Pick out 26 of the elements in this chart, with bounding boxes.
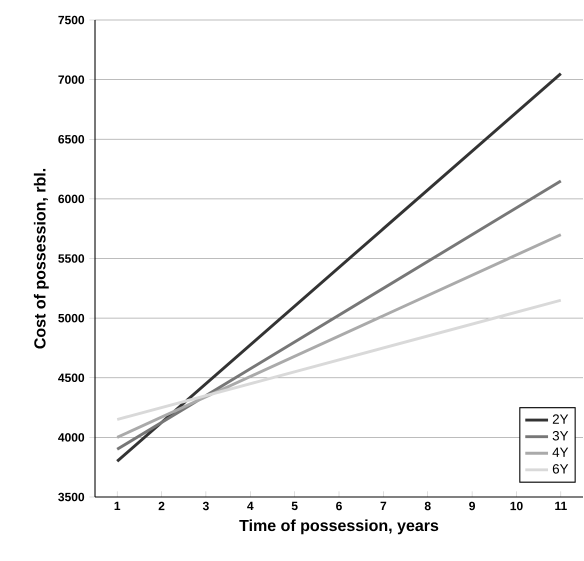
x-tick-label: 1 [114,502,120,510]
x-tick-label: 5 [292,502,298,510]
y-tick-label: 6500 [58,135,84,144]
y-tick-label: 5000 [58,314,84,322]
legend-label: 4Y [552,448,568,457]
y-tick-label: 6000 [58,194,84,204]
y-tick-label: 7000 [58,75,84,84]
y-tick-label: 7500 [58,16,84,24]
y-axis-title: Cost of possession, rbl. [34,168,49,349]
y-tick-label: 4000 [58,433,84,442]
legend-label: 6Y [552,464,568,474]
x-axis-title: Time of possession, years [239,519,438,534]
x-tick-label: 7 [380,502,386,510]
x-tick-label: 9 [469,502,475,510]
y-tick-label: 5500 [58,254,84,263]
legend-label: 3Y [552,431,568,440]
x-tick-label: 2 [158,502,164,510]
legend-label: 2Y [552,414,568,424]
x-tick-label: 11 [555,502,567,510]
x-tick-label: 8 [424,502,431,510]
y-tick-label: 3500 [58,492,84,502]
x-tick-label: 4 [247,502,254,510]
x-tick-label: 6 [336,502,342,510]
x-tick-label: 10 [510,502,523,510]
x-tick-label: 3 [202,502,209,510]
y-tick-label: 4500 [58,373,84,382]
